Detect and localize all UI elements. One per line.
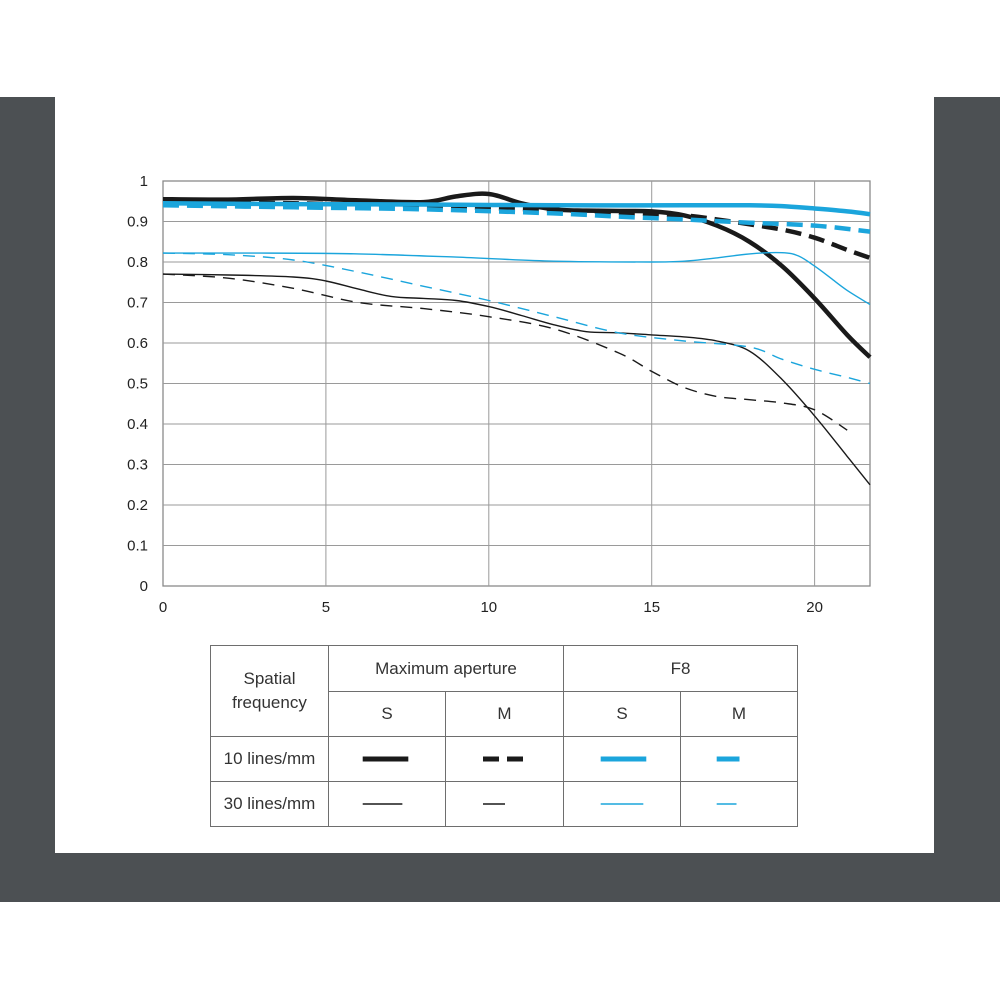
swatch-cell-max-s-30: [328, 781, 446, 827]
header-f8-m: M: [680, 691, 798, 737]
swatch-f8-s-30: [600, 803, 644, 805]
swatch-cell-f8-m-10: [680, 736, 798, 782]
swatch-cell-max-m-10: [445, 736, 564, 782]
x-tick-label: 15: [643, 599, 660, 616]
swatch-f8-s-10: [600, 756, 647, 762]
series-max-m-10: [162, 199, 871, 261]
swatch-f8-m-30: [716, 803, 737, 805]
y-tick-label: 0.3: [127, 457, 148, 474]
series-max-m-30: [162, 273, 848, 431]
header-maximum-aperture: Maximum aperture: [328, 645, 564, 692]
y-tick-label: 0.8: [127, 254, 148, 271]
y-tick-label: 0.6: [127, 335, 148, 352]
swatch-f8-m-10: [716, 756, 740, 762]
y-tick-label: 0.1: [127, 538, 148, 555]
header-spatial-frequency-text: Spatial frequency: [232, 669, 307, 712]
swatch-cell-max-m-30: [445, 781, 564, 827]
tick-labels: 00.10.20.30.40.50.60.70.80.910 5 10 15 20: [127, 173, 823, 616]
series-lines: [162, 191, 872, 486]
swatch-cell-f8-s-30: [563, 781, 681, 827]
swatch-max-s-30: [362, 803, 403, 805]
header-max-s: S: [328, 691, 446, 737]
y-tick-label: 0.2: [127, 497, 148, 514]
y-tick-label: 0: [140, 578, 148, 595]
swatch-max-m-10: [483, 756, 526, 762]
series-f8-m-30: [162, 252, 871, 385]
swatch-cell-max-s-10: [328, 736, 446, 782]
grid: [162, 180, 871, 587]
y-tick-label: 1: [140, 173, 148, 190]
series-f8-s-30: [162, 251, 871, 306]
y-tick-label: 0.5: [127, 376, 148, 393]
row-30-lines-label: 30 lines/mm: [210, 781, 329, 827]
y-tick-label: 0.9: [127, 214, 148, 231]
swatch-cell-f8-s-10: [563, 736, 681, 782]
header-max-m: M: [445, 691, 564, 737]
swatch-cell-f8-m-30: [680, 781, 798, 827]
series-f8-s-10: [162, 201, 871, 217]
swatch-max-m-30: [483, 803, 505, 805]
x-tick-label: 0: [159, 599, 167, 616]
y-tick-label: 0.4: [127, 416, 148, 433]
y-tick-label: 0.7: [127, 295, 148, 312]
row-10-lines-label: 10 lines/mm: [210, 736, 329, 782]
series-max-s-30: [162, 273, 871, 486]
x-tick-label: 5: [322, 599, 330, 616]
legend-table: Spatial frequency Maximum aperture F8 S …: [210, 645, 798, 827]
header-f8-s: S: [563, 691, 681, 737]
header-spatial-frequency: Spatial frequency: [210, 645, 329, 737]
x-tick-label: 20: [806, 599, 823, 616]
swatch-max-s-10: [362, 756, 409, 762]
header-f8: F8: [563, 645, 798, 692]
x-tick-label: 10: [480, 599, 497, 616]
